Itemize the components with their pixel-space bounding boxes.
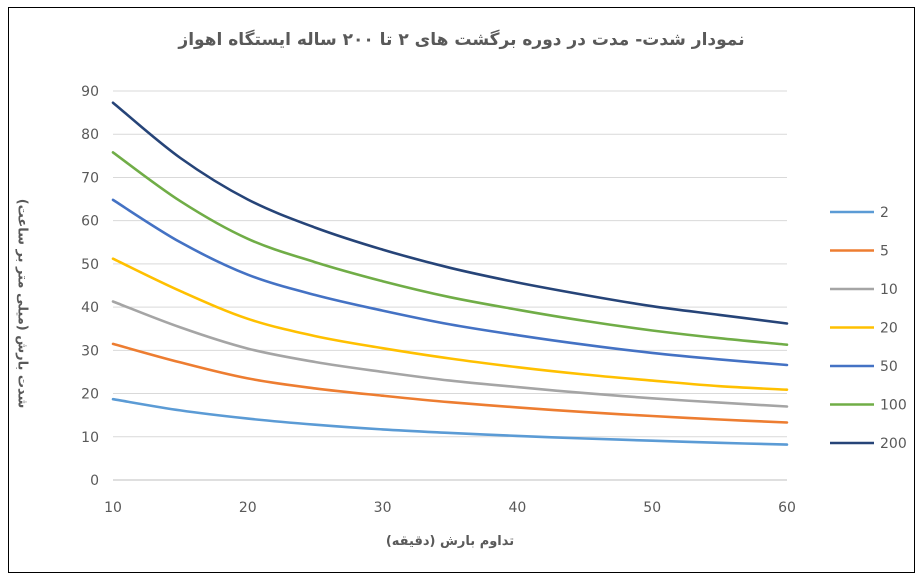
series-line-5 [111,342,789,424]
legend-label-100: 100 [880,398,907,414]
legend-label-50: 50 [880,359,898,375]
legend-label-2: 2 [880,205,889,221]
x-tick-label: 20 [239,500,257,516]
y-tick-label: 70 [81,170,99,186]
x-tick-label: 10 [104,500,122,516]
legend-label-20: 20 [880,321,898,337]
x-tick-label: 60 [778,500,796,516]
series-line-2 [111,397,789,446]
x-axis-title: تداوم بارش (دقیقه) [385,534,515,549]
y-tick-label: 80 [81,127,99,143]
series-line-100 [111,151,789,346]
y-tick-label: 50 [81,257,99,273]
series-line-50 [111,198,789,367]
legend-label-200: 200 [880,436,907,452]
y-tick-label: 0 [90,473,99,489]
legend-label-10: 10 [880,282,898,298]
x-tick-label: 50 [643,500,661,516]
y-tick-label: 30 [81,343,99,359]
chart-frame [8,7,915,573]
chart-title: نمودار شدت- مدت در دوره برگشت های ۲ تا ۲… [178,30,745,50]
series-line-20 [111,257,789,391]
legend-label-5: 5 [880,244,889,260]
y-tick-label: 10 [81,430,99,446]
y-tick-label: 40 [81,300,99,316]
series-line-200 [111,101,789,325]
y-tick-label: 20 [81,387,99,403]
y-tick-label: 60 [81,214,99,230]
y-tick-label: 90 [81,84,99,100]
x-tick-label: 40 [508,500,526,516]
series-line-10 [111,300,789,408]
x-tick-label: 30 [374,500,392,516]
